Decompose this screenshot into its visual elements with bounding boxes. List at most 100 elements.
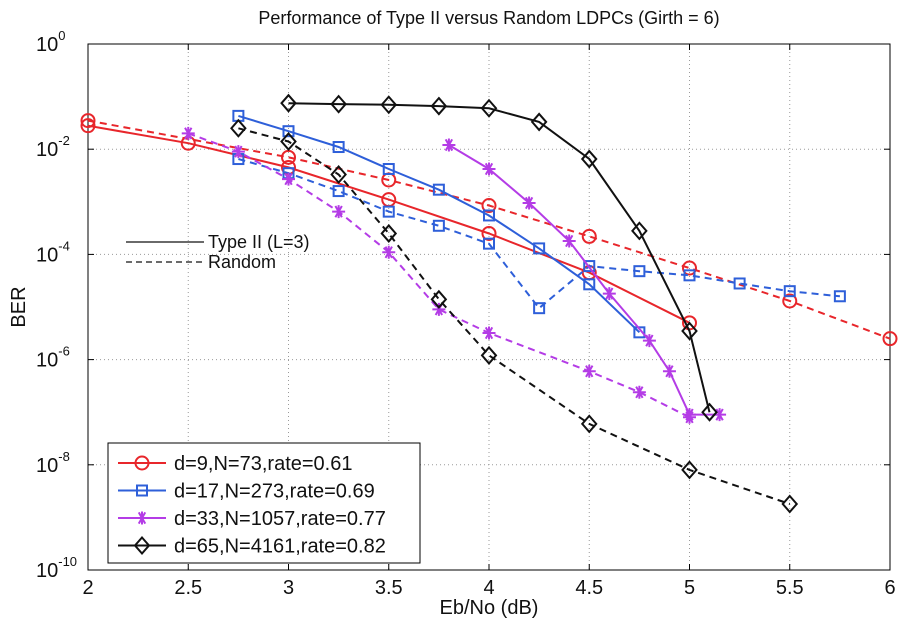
data-point-marker — [230, 118, 247, 138]
series-line — [238, 114, 641, 334]
series-2 — [232, 109, 646, 339]
legend-marker — [134, 455, 150, 471]
y-tick-label: 10-10 — [36, 554, 77, 582]
series-7 — [230, 118, 799, 514]
data-point-marker — [430, 96, 448, 116]
data-point-marker — [482, 162, 496, 176]
x-tick-label: 6 — [884, 577, 895, 599]
x-tick-label: 5.5 — [776, 577, 804, 599]
data-point-marker — [633, 265, 646, 278]
data-point-marker — [533, 302, 546, 315]
x-tick-label: 3.5 — [375, 577, 403, 599]
axis-ticks: 2 2.5 3 3.5 4 4.5 5 5.5 6 100 10-2 10-4 10-6 10-8 10-1… — [36, 28, 896, 599]
data-point-marker — [662, 364, 676, 378]
data-point-marker — [642, 334, 656, 348]
legend-marker — [133, 535, 151, 556]
data-point-marker — [482, 326, 496, 340]
data-point-marker — [782, 293, 798, 309]
data-point-marker — [430, 289, 448, 309]
data-point-marker — [480, 98, 498, 118]
y-axis-label: BER — [8, 286, 30, 327]
data-point-marker — [330, 165, 347, 185]
y-tick-label: 100 — [36, 28, 65, 56]
data-point-marker — [833, 290, 846, 303]
data-point-marker — [582, 364, 596, 378]
data-point-marker — [580, 149, 598, 169]
data-point-marker — [681, 321, 698, 341]
data-point-marker — [382, 163, 395, 176]
data-point-marker — [442, 138, 456, 152]
data-point-marker — [282, 125, 295, 138]
data-point-marker — [280, 93, 297, 113]
data-point-marker — [583, 260, 596, 273]
data-point-marker — [483, 209, 495, 222]
data-point-marker — [681, 460, 698, 480]
data-point-marker — [332, 185, 345, 198]
legend-label: d=33,N=1057,rate=0.77 — [174, 508, 386, 530]
legend-entry: d=9,N=73,rate=0.61 — [118, 453, 352, 475]
data-point-marker — [683, 410, 696, 424]
data-point-marker — [282, 172, 295, 186]
y-tick-label: 10-8 — [36, 449, 70, 477]
data-point-marker — [713, 408, 727, 422]
legend-label: d=65,N=4161,rate=0.82 — [174, 536, 386, 558]
data-point-marker — [683, 269, 696, 282]
data-point-marker — [631, 221, 648, 241]
data-point-marker — [332, 141, 345, 154]
data-point-marker — [481, 225, 497, 241]
legend-marker — [135, 511, 149, 525]
data-point-marker — [781, 494, 799, 514]
series-line — [238, 127, 791, 505]
x-tick-label: 5 — [684, 577, 695, 599]
data-point-marker — [580, 414, 598, 434]
data-point-marker — [382, 245, 396, 259]
legend-marker — [136, 484, 148, 497]
data-point-marker — [632, 385, 646, 399]
series-6 — [280, 93, 718, 422]
line-style-label: Random — [208, 252, 276, 272]
data-point-marker — [280, 131, 297, 152]
data-point-marker — [581, 228, 597, 244]
x-tick-label: 2 — [82, 577, 93, 599]
data-point-marker — [432, 183, 445, 196]
data-point-marker — [882, 331, 898, 347]
x-tick-label: 4.5 — [575, 577, 603, 599]
series-3 — [232, 153, 846, 315]
data-point-marker — [432, 302, 446, 316]
y-tick-label: 10-4 — [36, 238, 70, 266]
x-axis-label: Eb/No (dB) — [440, 597, 539, 619]
data-point-marker — [533, 242, 546, 255]
series-5 — [181, 126, 696, 424]
data-point-marker — [562, 234, 576, 248]
data-point-marker — [80, 113, 96, 129]
line-style-label: Type II (L=3) — [208, 232, 310, 252]
series-line — [87, 119, 891, 340]
legend-entry: d=17,N=273,rate=0.69 — [118, 481, 375, 503]
data-point-marker — [480, 345, 498, 365]
data-point-marker — [602, 287, 616, 301]
y-tick-label: 10-6 — [36, 344, 70, 372]
legend: d=9,N=73,rate=0.61 d=17,N=273,rate=0.69 d=… — [107, 442, 421, 564]
data-point-marker — [380, 95, 398, 115]
legend-label: d=9,N=73,rate=0.61 — [174, 453, 352, 475]
grid-lines — [88, 44, 890, 570]
data-point-marker — [733, 277, 746, 290]
data-point-marker — [530, 112, 548, 132]
data-point-marker — [380, 223, 398, 243]
data-point-marker — [682, 260, 697, 276]
chart-title: Performance of Type II versus Random LDP… — [258, 8, 719, 28]
data-point-marker — [522, 196, 536, 210]
series-line — [288, 102, 711, 413]
y-tick-label: 10-2 — [36, 133, 70, 161]
data-point-marker — [181, 126, 195, 140]
data-point-marker — [783, 285, 796, 298]
data-point-marker — [330, 94, 347, 114]
data-point-marker — [80, 118, 96, 134]
data-point-marker — [432, 219, 445, 232]
data-point-marker — [483, 237, 495, 250]
data-point-marker — [701, 402, 718, 422]
data-point-marker — [332, 205, 346, 219]
x-tick-label: 3 — [283, 577, 294, 599]
